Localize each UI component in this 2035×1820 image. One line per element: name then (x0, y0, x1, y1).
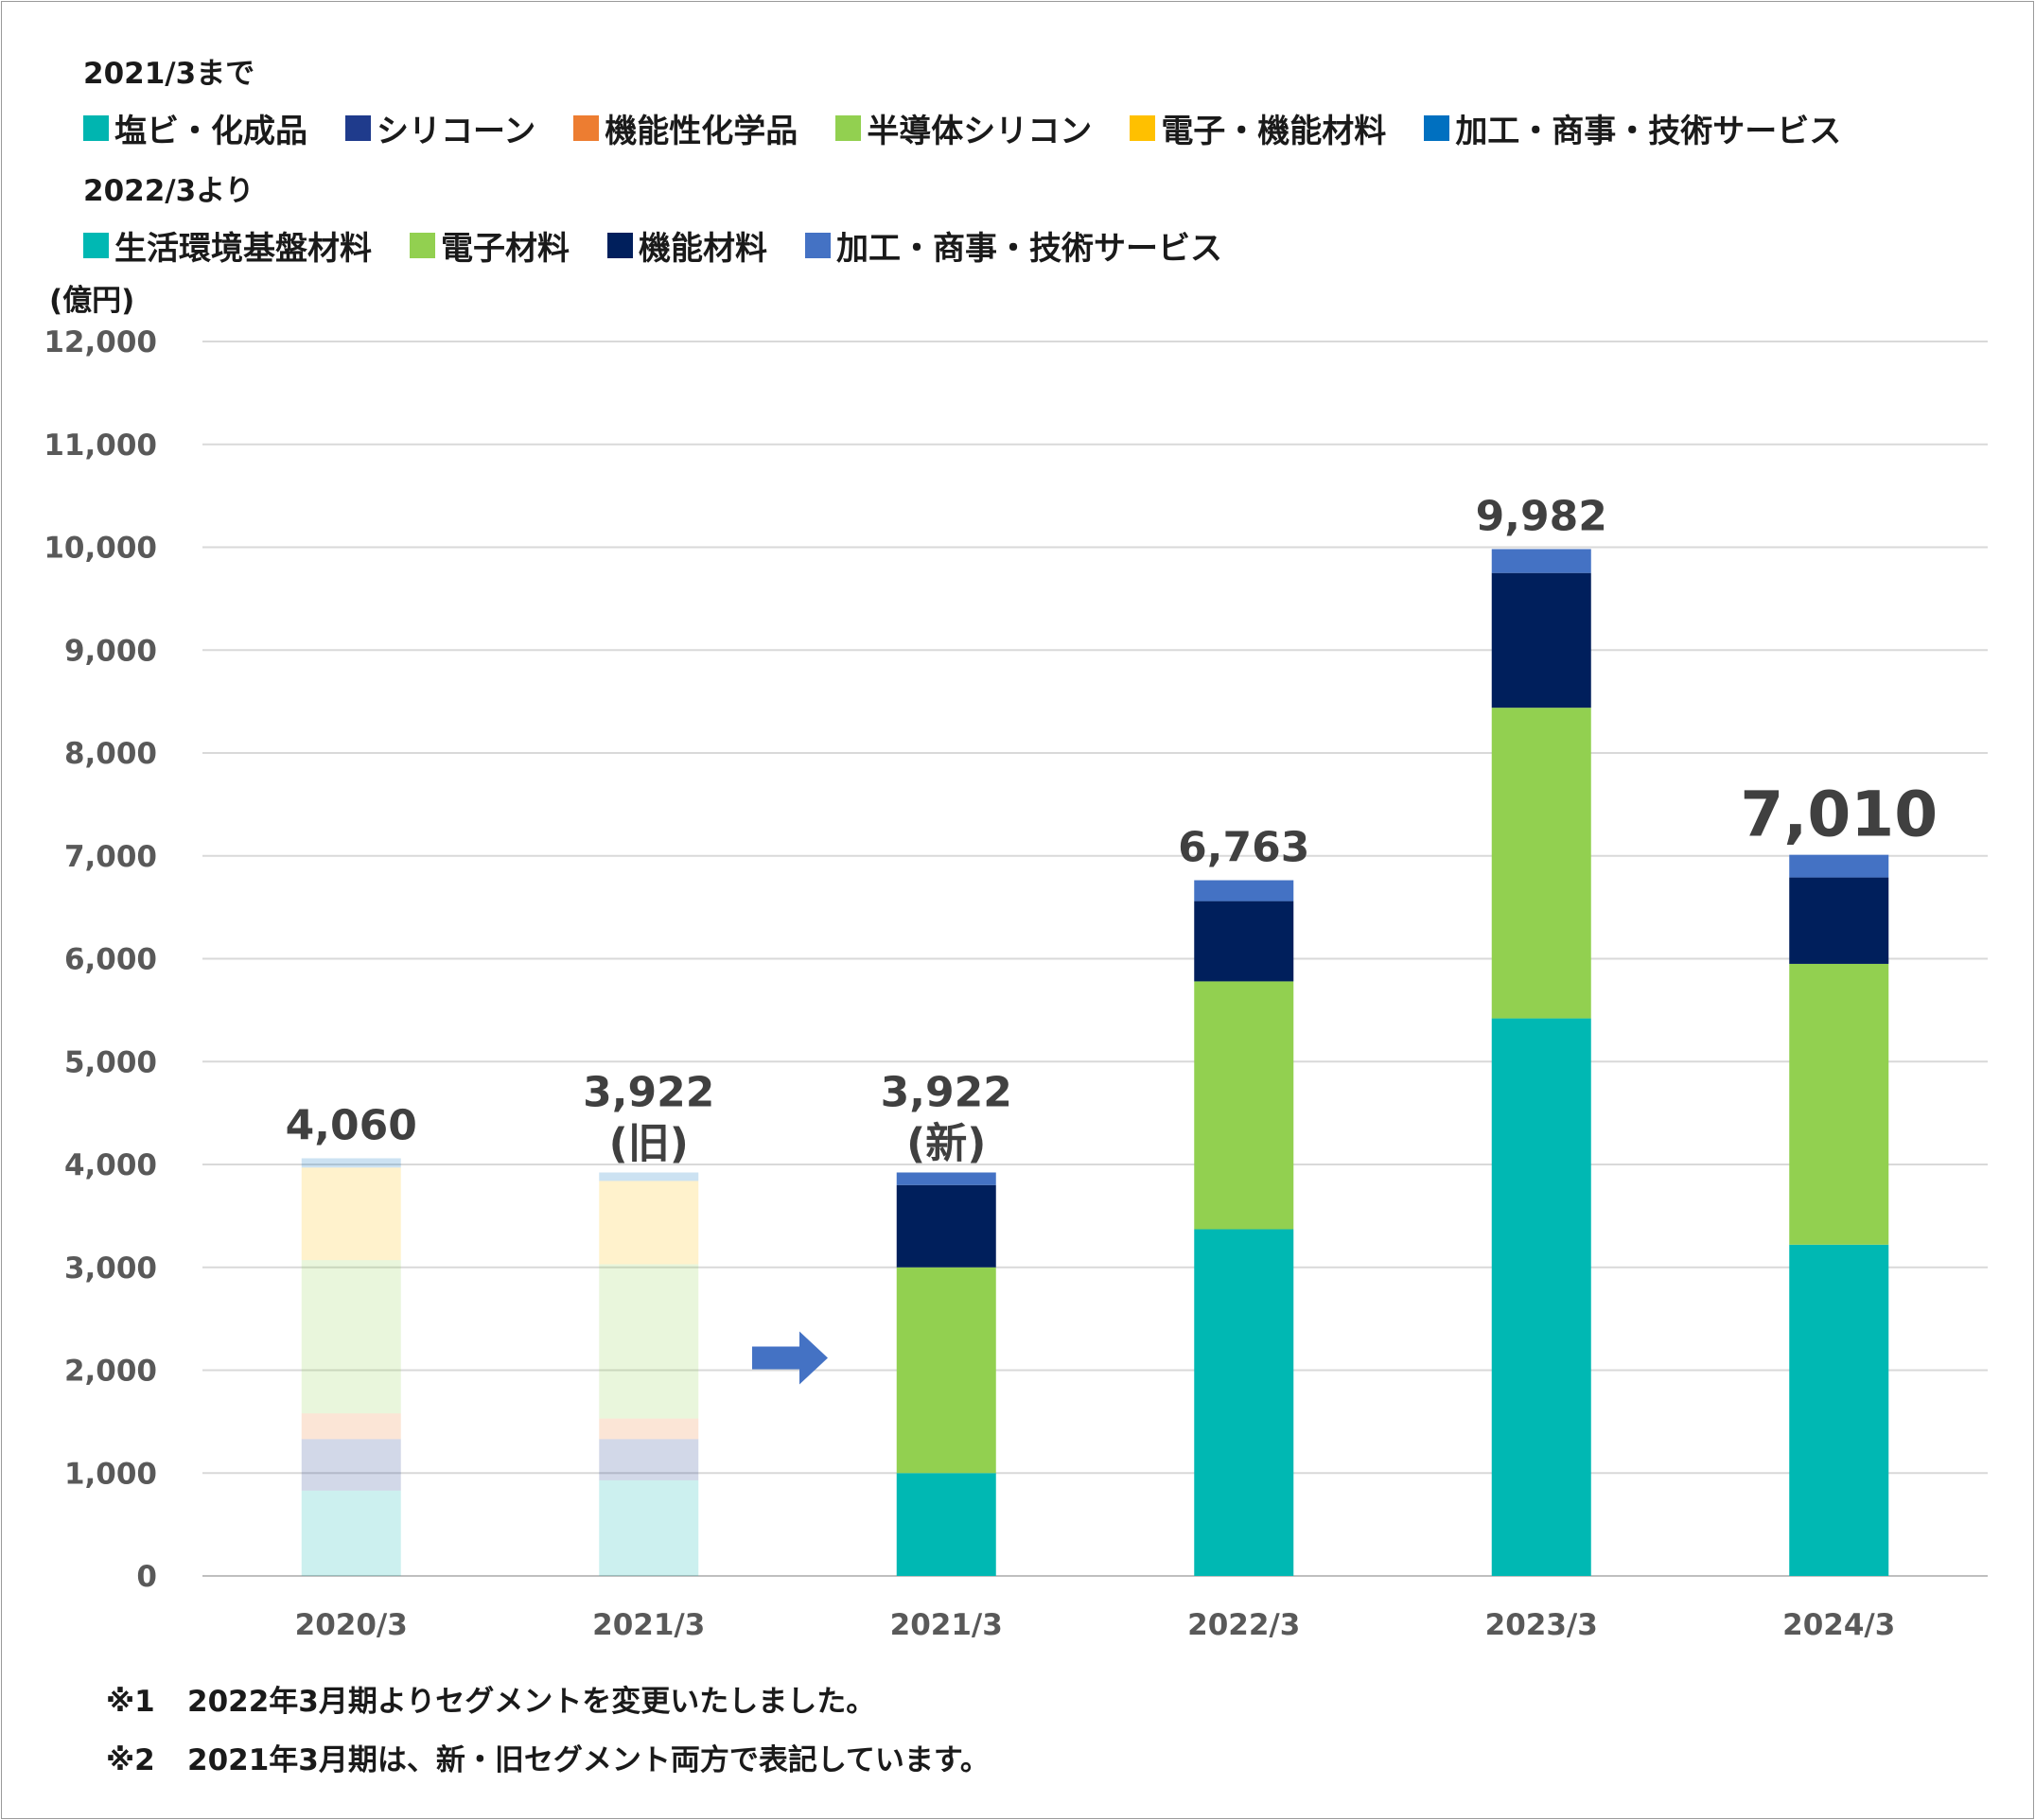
x-tick-label: 2021/3 (890, 1608, 1003, 1642)
legend-swatch (1424, 115, 1450, 141)
bar-segment (1491, 572, 1591, 709)
legend-swatch (410, 233, 435, 258)
bar-segment (599, 1264, 699, 1419)
legend-swatch (83, 233, 109, 258)
bar-segment (896, 1473, 996, 1576)
bar-segment (301, 1490, 401, 1576)
x-tick-label: 2021/3 (592, 1608, 705, 1642)
y-tick-label: 2,000 (64, 1355, 157, 1389)
legend-new-title: 2022/3より (83, 174, 254, 208)
total-label: 4,060 (286, 1101, 417, 1149)
legend-new-row: 生活環境基盤材料 電子材料 機能材料 加工・商事・技術サービス (83, 222, 1260, 269)
legend-item-electronic-functional: 電子・機能材料 (1130, 105, 1386, 151)
legend-item-functional-chem: 機能性化学品 (573, 105, 798, 151)
x-tick-label: 2023/3 (1485, 1608, 1598, 1642)
bar-segment (599, 1418, 699, 1440)
y-tick-label: 10,000 (44, 532, 157, 566)
bar-segment (301, 1167, 401, 1261)
legend-old-row: 塩ビ・化成品 シリコーン 機能性化学品 半導体シリコン 電子・機能材料 加工・商… (83, 105, 1879, 151)
legend-item-functional: 機能材料 (607, 222, 767, 269)
x-tick-label: 2020/3 (295, 1608, 408, 1642)
bar-segment (301, 1260, 401, 1414)
legend-swatch (835, 115, 862, 141)
total-label: 3,922 (881, 1068, 1012, 1116)
bar-segment (1194, 880, 1294, 901)
legend-item-processing-old: 加工・商事・技術サービス (1424, 105, 1841, 151)
bar-segment (301, 1439, 401, 1491)
total-sublabel: (新) (906, 1119, 986, 1167)
total-sublabel: (旧) (609, 1119, 689, 1167)
bar-segment (599, 1439, 699, 1480)
y-tick-label: 11,000 (44, 429, 157, 463)
y-tick-label: 5,000 (64, 1045, 157, 1079)
bar-segment (896, 1184, 996, 1268)
bar-segment (1194, 1229, 1294, 1576)
bar-segment (1789, 854, 1889, 878)
x-tick-label: 2022/3 (1187, 1608, 1300, 1642)
legend-swatch (345, 115, 371, 141)
bar-segment (599, 1181, 699, 1265)
y-tick-label: 1,000 (64, 1457, 157, 1491)
footnote-2: ※2 2021年3月期は、新・旧セグメント両方で表記しています。 (106, 1743, 990, 1777)
legend-swatch (1130, 115, 1156, 141)
segment-change-arrow (752, 1331, 828, 1385)
total-label: 7,010 (1740, 779, 1938, 851)
legend-item-electronic: 電子材料 (410, 222, 570, 269)
legend-item-enbi: 塩ビ・化成品 (83, 105, 307, 151)
legend-swatch (83, 115, 109, 141)
y-tick-label: 9,000 (64, 634, 157, 668)
legend-swatch (607, 233, 633, 258)
total-label: 6,763 (1178, 824, 1309, 872)
bar-segment (1491, 708, 1591, 1019)
y-tick-label: 12,000 (44, 325, 157, 359)
bar-segment (301, 1158, 401, 1168)
bar-segment (1194, 901, 1294, 982)
bar-segment (1789, 877, 1889, 964)
bar-segment (1491, 1018, 1591, 1576)
total-label: 9,982 (1476, 492, 1607, 540)
legend-item-living-env: 生活環境基盤材料 (83, 222, 372, 269)
x-tick-label: 2024/3 (1782, 1608, 1895, 1642)
legend-swatch (573, 115, 600, 141)
bar-segment (599, 1172, 699, 1181)
legend-old-title: 2021/3まで (83, 57, 255, 91)
total-label: 3,922 (583, 1068, 714, 1116)
bar-segment (301, 1413, 401, 1440)
y-tick-label: 8,000 (64, 737, 157, 771)
legend-new: 2022/3より 生活環境基盤材料 電子材料 機能材料 加工・商事・技術サービス (83, 166, 1260, 269)
legend-swatch (805, 233, 831, 258)
bar-segment (896, 1172, 996, 1185)
y-tick-label: 3,000 (64, 1251, 157, 1286)
legend-old: 2021/3まで 塩ビ・化成品 シリコーン 機能性化学品 半導体シリコン 電子・… (83, 49, 1879, 151)
bar-segment (1194, 981, 1294, 1230)
y-tick-label: 7,000 (64, 840, 157, 874)
y-axis-unit: (億円) (49, 284, 135, 318)
y-tick-label: 0 (136, 1560, 157, 1594)
legend-item-semiconductor-silicon: 半導体シリコン (835, 105, 1092, 151)
bar-segment (1789, 1244, 1889, 1576)
bar-segment (599, 1479, 699, 1576)
bar-segment (1491, 549, 1591, 573)
y-tick-label: 6,000 (64, 943, 157, 977)
legend-item-silicone: シリコーン (345, 105, 535, 151)
legend-item-processing-new: 加工・商事・技術サービス (805, 222, 1222, 269)
bar-segment (1789, 963, 1889, 1245)
bar-segment (896, 1267, 996, 1474)
footnote-1: ※1 2022年3月期よりセグメントを変更いたしました。 (106, 1685, 876, 1719)
y-tick-label: 4,000 (64, 1148, 157, 1182)
